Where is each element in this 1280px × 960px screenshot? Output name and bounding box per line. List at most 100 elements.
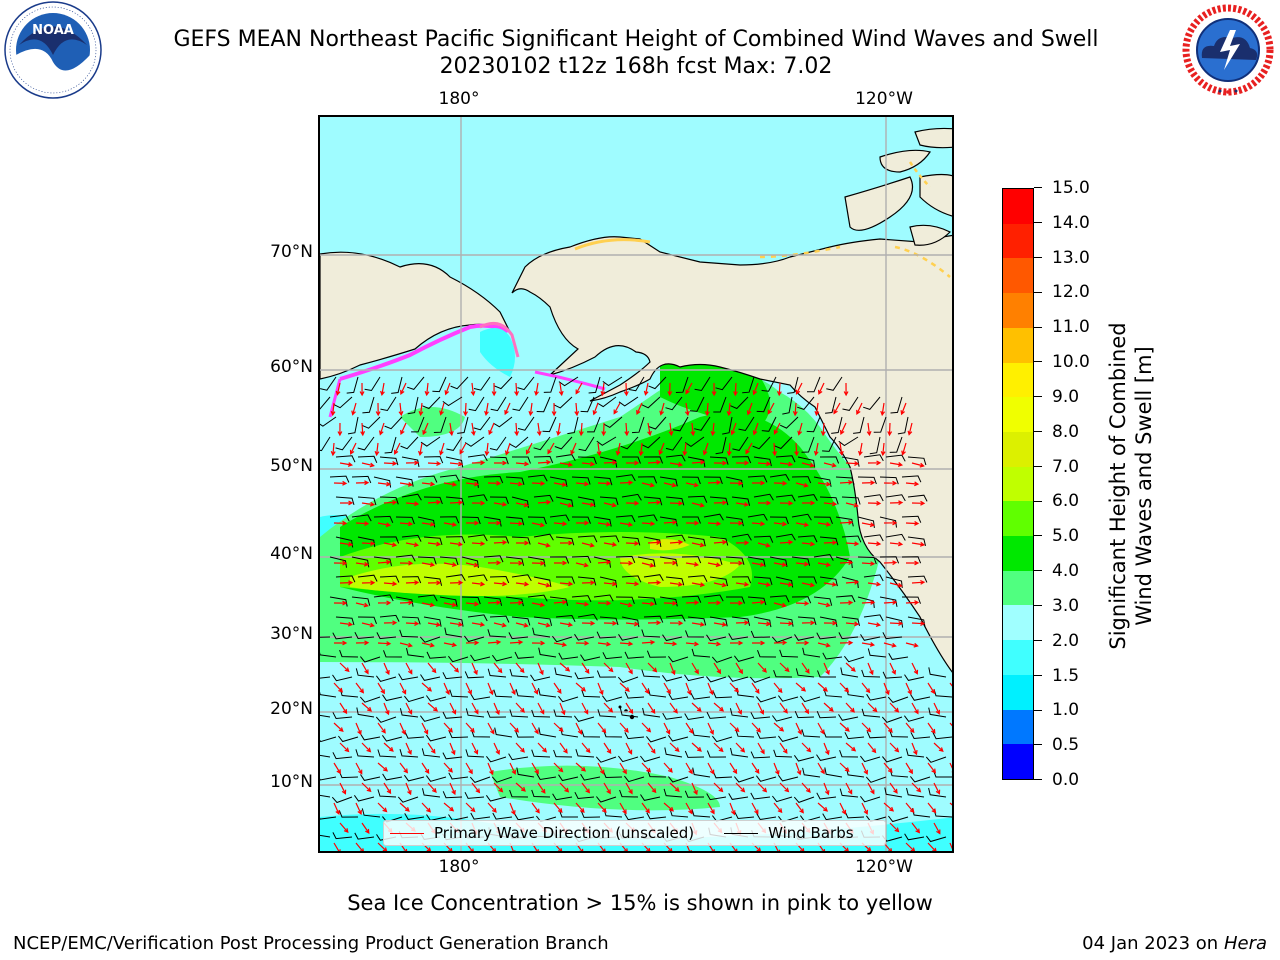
wave-direction-arrow — [901, 442, 907, 456]
wind-barb — [747, 475, 768, 483]
wind-barb — [885, 494, 906, 502]
wind-barb — [890, 396, 903, 414]
wave-direction-arrow — [647, 662, 658, 673]
wave-direction-arrow — [465, 802, 476, 813]
wave-direction-arrow — [817, 481, 832, 487]
wave-direction-arrow — [839, 442, 844, 457]
wind-barb — [553, 396, 573, 409]
wave-direction-arrow — [399, 560, 414, 566]
wave-direction-arrow — [889, 462, 904, 467]
wind-barb — [489, 615, 510, 623]
wave-direction-arrow — [443, 562, 458, 567]
wave-direction-arrow — [559, 502, 573, 508]
wind-barb — [703, 513, 724, 521]
colorbar-tick-label: 15.0 — [1052, 178, 1090, 198]
wave-direction-arrow — [335, 382, 341, 396]
wave-direction-arrow — [355, 640, 370, 646]
wave-direction-arrow — [905, 642, 919, 648]
colorbar-segment — [1003, 293, 1033, 328]
wind-barb — [819, 536, 839, 546]
wind-barb — [621, 616, 640, 628]
wave-direction-arrow — [421, 722, 429, 735]
wind-barb — [362, 396, 375, 414]
wind-barb — [664, 747, 683, 758]
wave-direction-arrow — [906, 560, 920, 566]
wind-barb — [320, 794, 331, 798]
wave-direction-arrow — [867, 662, 874, 676]
sea-ice-edge-arctic — [574, 238, 651, 251]
wave-direction-arrow — [839, 520, 854, 525]
land-north-america — [511, 234, 952, 673]
wave-direction-arrow — [405, 662, 413, 675]
wind-barb — [844, 655, 865, 663]
wave-direction-arrow — [685, 382, 693, 395]
wind-barb — [445, 496, 465, 506]
colorbar-tick — [1034, 605, 1042, 607]
wave-direction-arrow — [330, 402, 336, 417]
wave-direction-arrow — [817, 682, 828, 692]
wave-direction-arrow — [625, 782, 633, 795]
wind-barb — [401, 534, 422, 542]
colorbar-segment — [1003, 674, 1033, 710]
wind-barb — [761, 376, 777, 392]
wave-direction-arrow — [911, 579, 926, 585]
wind-barb — [425, 695, 447, 702]
wind-barb — [863, 614, 884, 622]
wave-direction-arrow — [578, 422, 584, 437]
wind-barb — [549, 556, 570, 564]
wind-barb — [646, 736, 667, 743]
wave-direction-arrow — [713, 582, 727, 588]
wind-barb — [335, 616, 355, 626]
wind-barb — [659, 596, 678, 607]
wave-direction-arrow — [394, 442, 401, 455]
wind-barb — [448, 772, 469, 780]
wind-barb — [884, 787, 903, 798]
wave-direction-arrow — [399, 642, 413, 648]
wind-barb — [668, 693, 689, 701]
wave-direction-arrow — [883, 762, 893, 774]
wave-direction-arrow — [504, 442, 511, 456]
colorbar-tick — [1034, 639, 1042, 641]
wave-direction-arrow — [757, 742, 765, 755]
wave-direction-arrow — [493, 742, 500, 756]
wind-barb — [599, 496, 619, 506]
lon-label-180-top: 180° — [438, 89, 480, 109]
wind-barb — [706, 634, 727, 642]
sea-ice-edge-bering — [339, 323, 509, 381]
wind-barb — [727, 675, 749, 682]
wave-direction-arrow — [421, 802, 432, 813]
wave-direction-arrow — [757, 621, 772, 627]
wind-barb — [543, 376, 557, 393]
wave-direction-arrow — [509, 600, 524, 606]
wind-barb — [470, 693, 491, 701]
wave-direction-arrow — [514, 382, 520, 397]
wind-barb — [637, 476, 658, 484]
wave-direction-arrow — [377, 842, 388, 851]
wave-direction-arrow — [383, 782, 392, 795]
wave-direction-arrow — [531, 722, 539, 735]
wave-direction-arrow — [817, 642, 831, 648]
wind-barb — [641, 669, 661, 678]
wave-direction-arrow — [801, 782, 811, 793]
nws-logo — [1178, 0, 1278, 104]
wind-barb — [571, 516, 591, 524]
wind-barb — [684, 713, 705, 721]
wind-barb — [825, 396, 837, 414]
wind-barb — [726, 596, 745, 604]
wave-direction-arrow — [465, 762, 473, 775]
wave-direction-arrow — [427, 622, 442, 627]
wave-direction-arrow — [515, 581, 530, 587]
wind-barb — [531, 709, 551, 718]
wind-barb — [682, 516, 701, 524]
wave-direction-arrow — [669, 462, 684, 467]
wave-direction-arrow — [547, 442, 555, 455]
wave-direction-arrow — [861, 762, 868, 775]
wind-barb — [382, 773, 403, 781]
wind-barb — [756, 396, 771, 413]
wind-barb — [865, 776, 887, 783]
wave-direction-arrow — [801, 742, 812, 753]
wind-barb — [647, 769, 667, 778]
wind-barb — [712, 735, 733, 743]
wave-direction-arrow — [337, 422, 343, 437]
wave-direction-arrow — [795, 802, 804, 814]
